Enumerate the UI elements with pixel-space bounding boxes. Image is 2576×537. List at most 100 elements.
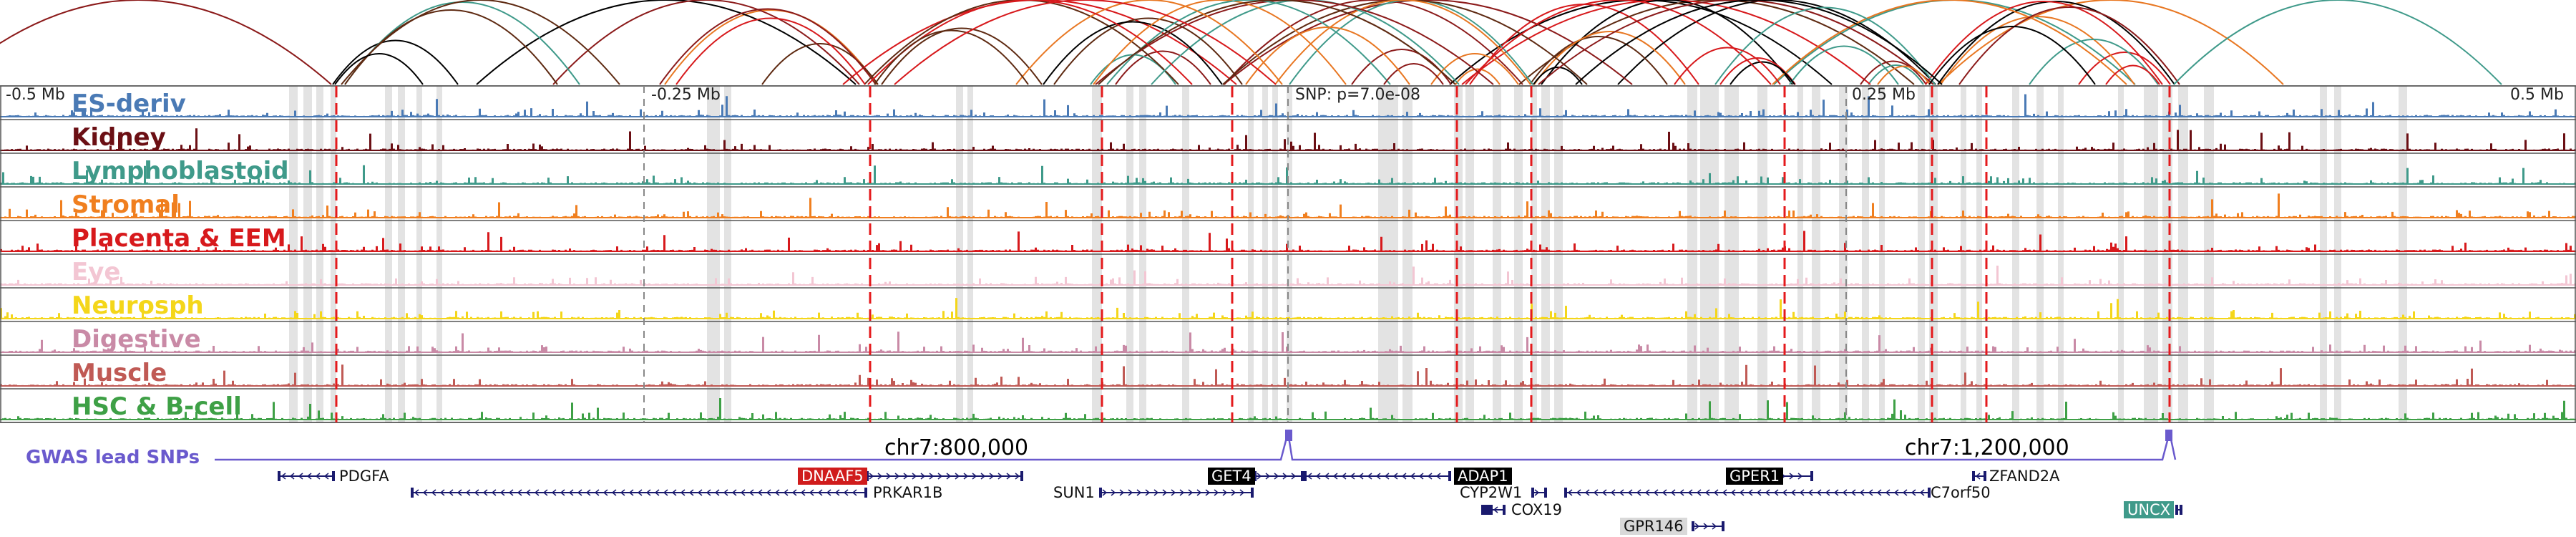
gene-strand-chevron [774, 489, 780, 496]
gene-strand-chevron [1885, 489, 1890, 496]
gene-strand-chevron [1006, 473, 1012, 480]
gene-exon [1020, 471, 1023, 481]
gene-strand-chevron [1799, 489, 1805, 496]
gene-label-gper1: GPER1 [1726, 468, 1784, 485]
gene-exon [1251, 488, 1254, 498]
gene-label-zfand2a: ZFAND2A [1989, 468, 2060, 485]
gene-strand-chevron [645, 489, 651, 496]
gene-strand-chevron [1833, 489, 1839, 496]
gene-label-uncx: UNCX [2124, 501, 2175, 518]
interaction-arc [1772, 0, 2127, 85]
gene-strand-chevron [491, 489, 497, 496]
interaction-arc [1860, 60, 1927, 85]
gene-exon [1481, 505, 1493, 515]
interaction-arc [1533, 67, 1583, 85]
gene-exon [1503, 505, 1506, 515]
gene-strand-chevron [1375, 473, 1381, 480]
interaction-arc [1958, 6, 2180, 85]
gene-strand-chevron [1975, 473, 1981, 480]
interaction-arc [1043, 21, 1223, 85]
gene-strand-chevron [1493, 506, 1498, 513]
gene-strand-chevron [465, 489, 471, 496]
gene-strand-chevron [877, 473, 883, 480]
interaction-arc [881, 27, 1043, 85]
gene-exon [1972, 471, 1975, 481]
gene-strand-chevron [474, 489, 479, 496]
gene-strand-chevron [680, 489, 686, 496]
gene-strand-chevron [1627, 489, 1633, 496]
gene-strand-chevron [1739, 489, 1745, 496]
gene-strand-chevron [1257, 473, 1262, 480]
interaction-arc [2078, 52, 2171, 85]
axis-label-left: -0.5 Mb [6, 86, 65, 104]
interaction-arc [1714, 6, 1936, 85]
interaction-arc [1938, 0, 2284, 85]
gene-strand-chevron [1653, 489, 1659, 496]
gene-strand-chevron [852, 489, 857, 496]
interaction-arc [552, 0, 860, 85]
gene-strand-chevron [1694, 523, 1700, 530]
gwas-snp-track-label: GWAS lead SNPs [26, 447, 200, 468]
gene-strand-chevron [585, 489, 591, 496]
interaction-arc [1538, 0, 1934, 85]
gene-strand-chevron [1341, 473, 1347, 480]
gene-strand-chevron [1713, 489, 1719, 496]
gene-exon [1301, 471, 1304, 481]
gene-strand-chevron [1576, 489, 1581, 496]
interaction-arc [2029, 39, 2159, 85]
signal-track [0, 298, 2576, 319]
gene-strand-chevron [1401, 473, 1407, 480]
gene-strand-chevron [422, 489, 428, 496]
gene-exon [1984, 471, 1986, 481]
gene-strand-chevron [1324, 473, 1330, 480]
gene-strand-chevron [602, 489, 608, 496]
interaction-arc [1877, 65, 1931, 85]
gene-strand-chevron [1825, 489, 1830, 496]
gene-strand-chevron [1868, 489, 1873, 496]
gene-strand-chevron [1876, 489, 1882, 496]
interaction-arc [659, 8, 877, 85]
signal-track [0, 165, 2576, 184]
gene-strand-chevron [628, 489, 634, 496]
gene-strand-chevron [517, 489, 522, 496]
gene-strand-chevron [1747, 489, 1753, 496]
gene-strand-chevron [620, 489, 625, 496]
gene-strand-chevron [1205, 489, 1211, 496]
gene-strand-chevron [1687, 489, 1693, 496]
interaction-arc [1925, 1, 2163, 85]
gene-exon [278, 471, 280, 481]
interaction-arc [1093, 0, 1347, 85]
gene-strand-chevron [1670, 489, 1676, 496]
gene-strand-chevron [834, 489, 840, 496]
gene-strand-chevron [1816, 489, 1822, 496]
gene-strand-chevron [1807, 489, 1813, 496]
gene-label-cyp2w1: CYP2W1 [1460, 484, 1523, 501]
gene-strand-chevron [1239, 489, 1245, 496]
gene-strand-chevron [1162, 489, 1168, 496]
gene-strand-chevron [663, 489, 668, 496]
gene-strand-chevron [315, 473, 321, 480]
interaction-arc [1095, 0, 1494, 85]
interaction-arc [1940, 16, 2135, 85]
track-label-stromal: Stromal [72, 190, 180, 219]
interaction-arc [1789, 45, 1899, 85]
gene-strand-chevron [1601, 489, 1607, 496]
interaction-arc [341, 0, 620, 85]
gene-strand-chevron [1196, 489, 1202, 496]
gene-strand-chevron [1136, 489, 1142, 496]
gene-strand-chevron [525, 489, 531, 496]
gene-exon [2180, 505, 2182, 515]
gene-strand-chevron [457, 489, 462, 496]
gene-strand-chevron [817, 489, 823, 496]
interaction-arc [1868, 64, 1924, 85]
gene-strand-chevron [748, 489, 754, 496]
gene-strand-chevron [568, 489, 574, 496]
gene-exon [2175, 505, 2178, 515]
gene-strand-chevron [706, 489, 711, 496]
interaction-arc [1115, 50, 1211, 85]
gene-label-sun1: SUN1 [1053, 484, 1095, 501]
track-label-digestive: Digestive [72, 325, 201, 354]
axis-label-pos-025: 0.25 Mb [1852, 86, 1916, 104]
interaction-arc [675, 17, 866, 85]
gene-strand-chevron [1782, 489, 1787, 496]
